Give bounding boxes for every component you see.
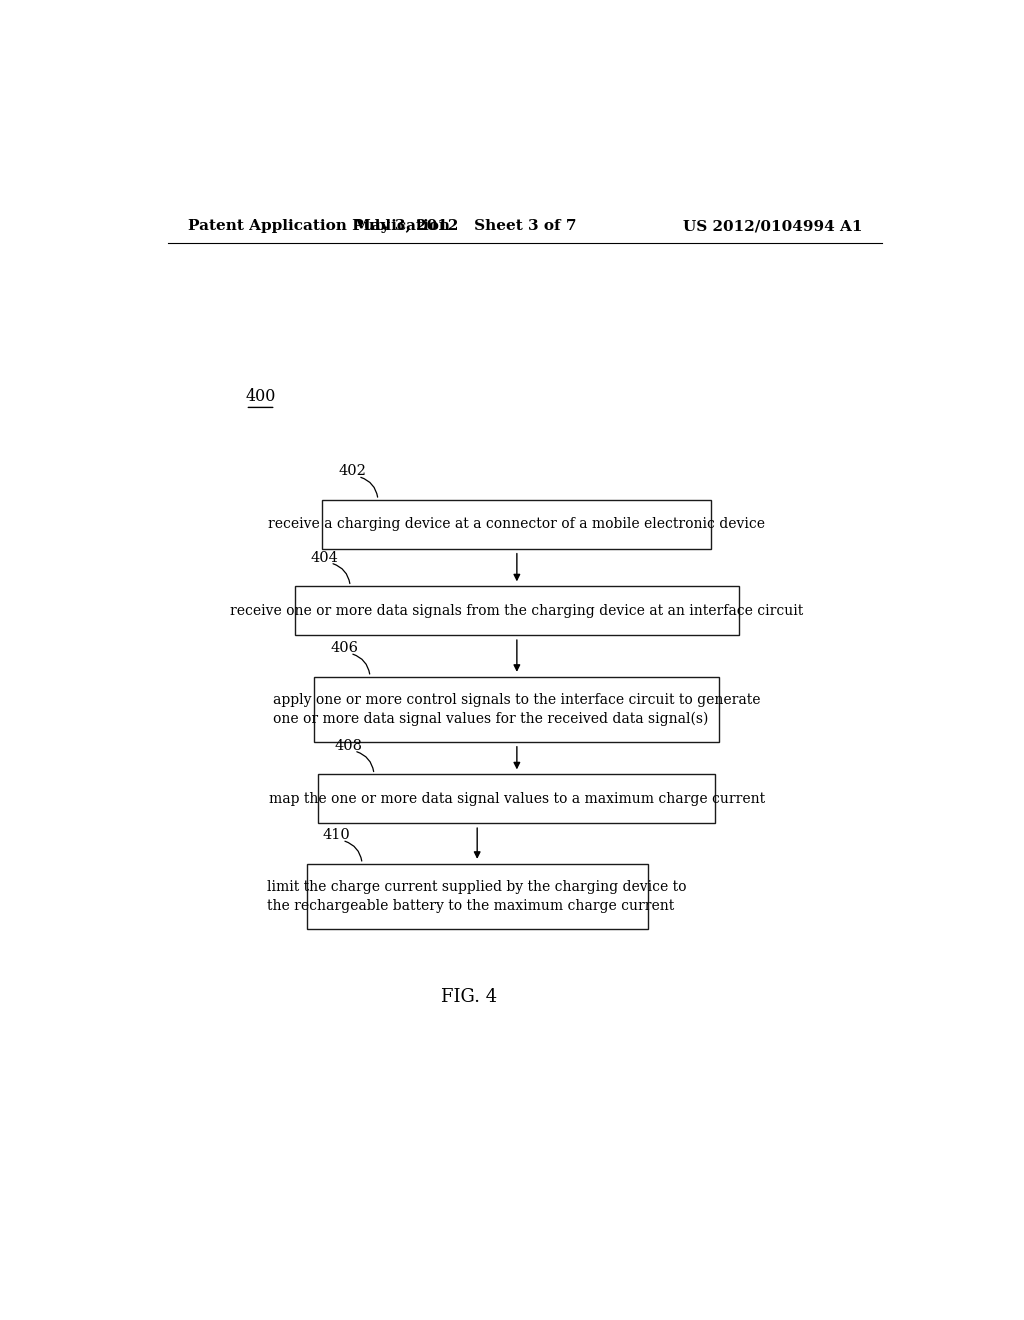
Text: FIG. 4: FIG. 4 xyxy=(441,987,498,1006)
Bar xyxy=(318,775,715,824)
Text: apply one or more control signals to the interface circuit to generate
one or mo: apply one or more control signals to the… xyxy=(273,693,761,726)
Text: 406: 406 xyxy=(331,642,358,655)
Text: receive a charging device at a connector of a mobile electronic device: receive a charging device at a connector… xyxy=(268,517,765,532)
Text: 402: 402 xyxy=(338,465,367,478)
Bar xyxy=(306,863,648,929)
Bar xyxy=(314,677,719,742)
Text: 400: 400 xyxy=(246,388,275,405)
Text: map the one or more data signal values to a maximum charge current: map the one or more data signal values t… xyxy=(269,792,765,805)
Text: US 2012/0104994 A1: US 2012/0104994 A1 xyxy=(683,219,862,234)
Text: Patent Application Publication: Patent Application Publication xyxy=(187,219,450,234)
Bar xyxy=(323,500,712,549)
Text: 404: 404 xyxy=(310,550,338,565)
Text: 408: 408 xyxy=(334,739,362,752)
Text: limit the charge current supplied by the charging device to
the rechargeable bat: limit the charge current supplied by the… xyxy=(267,880,687,912)
Text: May 3, 2012   Sheet 3 of 7: May 3, 2012 Sheet 3 of 7 xyxy=(354,219,577,234)
Bar xyxy=(295,586,739,635)
Text: receive one or more data signals from the charging device at an interface circui: receive one or more data signals from th… xyxy=(230,603,804,618)
Text: 410: 410 xyxy=(323,829,350,842)
